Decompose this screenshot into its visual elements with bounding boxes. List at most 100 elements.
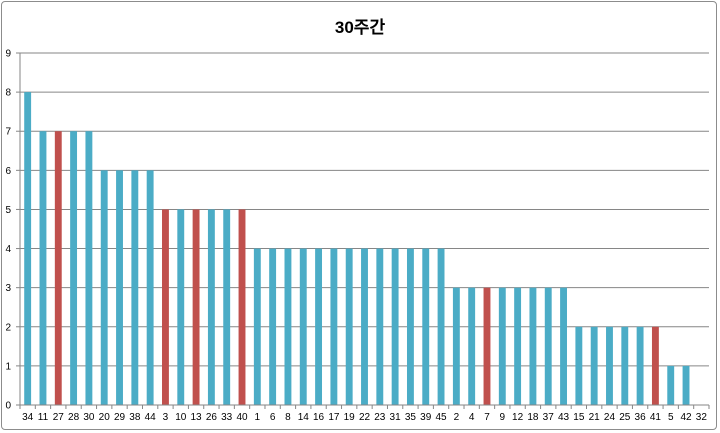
bar-2 (452, 287, 460, 405)
y-tick-labels: 0 1 2 3 4 5 6 7 8 9 (5, 49, 11, 412)
x-tick-label: 41 (650, 412, 662, 423)
y-tick-label: 6 (5, 166, 11, 177)
x-tick-label: 43 (558, 412, 570, 423)
x-tick-label: 17 (328, 412, 340, 423)
x-tick-label: 22 (359, 412, 371, 423)
bar-6 (269, 248, 277, 405)
bar-24 (606, 326, 613, 405)
bar-4 (468, 287, 476, 405)
bar-12 (514, 287, 522, 405)
bar-19 (345, 248, 353, 405)
y-tick-label: 9 (5, 49, 11, 60)
bar-37 (544, 287, 552, 405)
bar-30 (85, 131, 93, 405)
x-tick-labels: 34 11 27 28 30 20 29 38 44 3 10 13 26 33 40 1 6 8 14 16 17 19… (22, 412, 707, 423)
bar-40 (238, 209, 246, 405)
x-tick-label: 42 (680, 412, 692, 423)
bar-14 (299, 248, 307, 405)
bar-35 (406, 248, 414, 405)
bar-42 (682, 365, 690, 405)
x-tick-label: 37 (543, 412, 555, 423)
y-tick-label: 2 (5, 322, 11, 333)
x-tick-label: 26 (206, 412, 218, 423)
x-tick-label: 27 (53, 412, 65, 423)
bar-22 (361, 248, 368, 405)
bar-18 (529, 287, 537, 405)
x-tick-label: 10 (175, 412, 187, 423)
y-tick-label: 7 (5, 127, 11, 138)
bar-11 (39, 131, 47, 405)
x-tick-label: 24 (604, 412, 616, 423)
bar-10 (177, 209, 185, 405)
x-tick-label: 32 (696, 412, 708, 423)
x-tick-label: 5 (668, 412, 674, 423)
bar-17 (330, 248, 338, 405)
x-tick-label: 8 (285, 412, 291, 423)
bar-29 (116, 170, 123, 405)
x-tick-label: 36 (635, 412, 647, 423)
x-tick-label: 16 (313, 412, 325, 423)
x-tick-label: 14 (298, 412, 310, 423)
bar-41 (651, 326, 659, 405)
x-tick-label: 19 (344, 412, 356, 423)
x-tick-label: 13 (191, 412, 203, 423)
bar-20 (100, 170, 108, 405)
bar-44 (146, 170, 154, 405)
bar-38 (131, 170, 139, 405)
bar-13 (192, 209, 200, 405)
x-tick-label: 25 (619, 412, 631, 423)
bar-36 (636, 326, 644, 405)
y-tick-label: 4 (5, 244, 11, 255)
bar-8 (284, 248, 292, 405)
x-tick-label: 23 (374, 412, 386, 423)
x-tick-label: 29 (114, 412, 126, 423)
x-tick-label: 21 (589, 412, 601, 423)
bars (24, 92, 690, 405)
x-tick-label: 2 (454, 412, 460, 423)
x-tick-label: 38 (129, 412, 141, 423)
x-tick-label: 40 (236, 412, 248, 423)
bar-16 (315, 248, 323, 405)
x-tick-label: 39 (420, 412, 432, 423)
x-tick-label: 9 (500, 412, 506, 423)
y-tick-label: 1 (5, 361, 11, 372)
bar-39 (422, 248, 430, 405)
y-tick-label: 8 (5, 88, 11, 99)
x-tick-label: 18 (527, 412, 539, 423)
x-tick-label: 31 (390, 412, 402, 423)
x-tick-label: 28 (68, 412, 80, 423)
x-tick-label: 11 (38, 412, 49, 423)
axes (16, 52, 710, 409)
bar-5 (667, 365, 675, 405)
bar-33 (223, 209, 231, 405)
bar-26 (207, 209, 215, 405)
bar-25 (621, 326, 629, 405)
bar-43 (560, 287, 567, 405)
bar-45 (437, 248, 445, 405)
x-tick-label: 45 (435, 412, 447, 423)
chart-title: 30주간 (335, 18, 386, 37)
bar-7 (483, 287, 491, 405)
bar-31 (391, 248, 399, 405)
x-tick-label: 1 (255, 412, 261, 423)
x-tick-label: 15 (573, 412, 585, 423)
x-tick-label: 33 (221, 412, 233, 423)
bar-1 (253, 248, 261, 405)
x-tick-label: 6 (270, 412, 276, 423)
bar-15 (575, 326, 583, 405)
x-tick-label: 34 (22, 412, 34, 423)
bar-34 (24, 92, 32, 405)
y-tick-label: 0 (5, 401, 11, 412)
bar-21 (590, 326, 598, 405)
x-tick-label: 7 (484, 412, 490, 423)
y-tick-label: 5 (5, 205, 11, 216)
x-tick-label: 30 (83, 412, 95, 423)
x-tick-label: 44 (145, 412, 157, 423)
bar-23 (376, 248, 384, 405)
bar-3 (162, 209, 169, 405)
x-tick-label: 12 (512, 412, 524, 423)
y-tick-label: 3 (5, 283, 11, 294)
bar-27 (54, 131, 62, 405)
x-tick-label: 20 (99, 412, 111, 423)
